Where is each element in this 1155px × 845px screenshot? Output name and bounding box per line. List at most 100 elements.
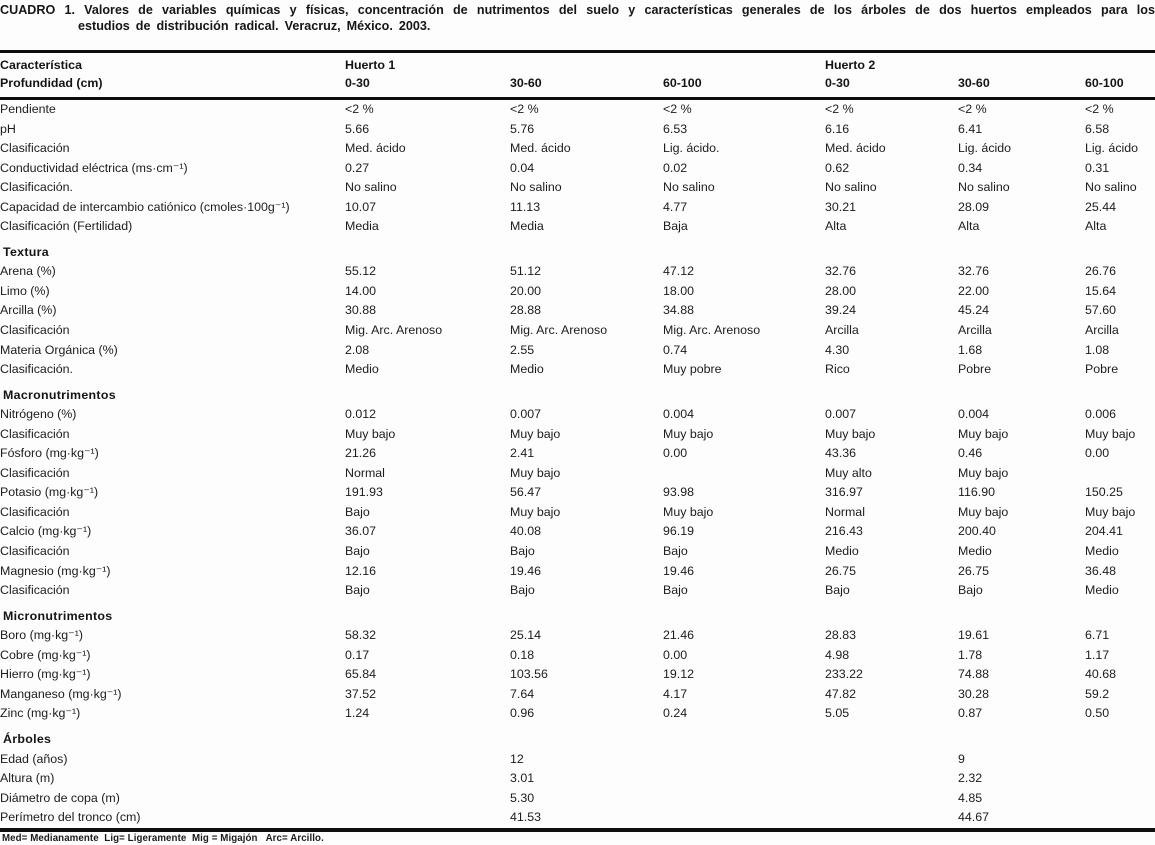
cell-value: Muy bajo <box>958 504 1009 519</box>
cell-value: 5.66 <box>345 121 370 136</box>
cell-value: 216.43 <box>825 524 863 539</box>
section-row: Micronutrimentos <box>0 601 1155 627</box>
cell-value: 103.56 <box>510 667 548 682</box>
cell-value: Bajo <box>345 504 370 519</box>
cell-value: No salino <box>510 180 562 195</box>
cell-value: 2.41 <box>510 446 535 461</box>
row-label: Clasificación. <box>0 362 73 377</box>
table-row: Arcilla (%) 30.88 28.88 34.88 39.24 45.24 57.6… <box>0 301 1155 321</box>
table-row: Diámetro de copa (m) 5.30 4.85 <box>0 789 1155 809</box>
cell-value: 44.67 <box>958 810 990 825</box>
cell-value: Arcilla <box>958 323 992 338</box>
table-row: Clasificación. Medio Medio Muy pobre Rico Pob… <box>0 360 1155 380</box>
cell-value: Alta <box>1085 219 1107 234</box>
header-row-groups: Característica Huerto 1 Huerto 2 <box>0 52 1155 77</box>
table-row: Pendiente <2 % <2 % <2 % <2 % <2 % <2 % <box>0 99 1155 120</box>
cell-value <box>825 789 958 809</box>
table-row: Arena (%) 55.12 51.12 47.12 32.76 32.76 26.76 <box>0 262 1155 282</box>
cell-value: 30.21 <box>825 199 857 214</box>
table-body: Pendiente <2 % <2 % <2 % <2 % <2 % <2 % pH 5.66 5… <box>0 99 1155 830</box>
cell-value: 19.46 <box>510 563 542 578</box>
cell-value: 5.76 <box>510 121 535 136</box>
cell-value: 5.30 <box>510 790 535 805</box>
cell-value: 28.83 <box>825 628 857 643</box>
table-row: Clasificación Mig. Arc. Arenoso Mig. Arc. … <box>0 321 1155 341</box>
cell-value: 36.07 <box>345 524 377 539</box>
cell-value: 0.31 <box>1085 160 1110 175</box>
cell-value: Medio <box>958 544 992 559</box>
cell-value: 0.34 <box>958 160 983 175</box>
header-depth-30-60-h1: 30-60 <box>510 76 542 90</box>
row-label: Pendiente <box>0 102 56 116</box>
cell-value: Bajo <box>345 583 370 598</box>
cell-value: 1.08 <box>1085 342 1110 357</box>
cell-value: 0.00 <box>1085 446 1110 461</box>
row-label: Conductividad eléctrica (ms·cm⁻¹) <box>0 160 188 175</box>
table-row: Clasificación Bajo Muy bajo Muy bajo Normal M… <box>0 503 1155 523</box>
cell-value <box>1085 464 1155 484</box>
section-header: Macronutrimentos <box>3 387 116 402</box>
cell-value: 3.01 <box>510 771 535 786</box>
table-row: Magnesio (mg·kg⁻¹) 12.16 19.46 19.46 26.75 26… <box>0 562 1155 582</box>
cell-value: 14.00 <box>345 283 377 298</box>
cell-value: 4.17 <box>663 686 688 701</box>
cell-value: Bajo <box>825 583 850 598</box>
cell-value: 96.19 <box>663 524 695 539</box>
cell-value: 26.75 <box>958 563 990 578</box>
cell-value: Muy bajo <box>958 465 1009 480</box>
table-row: Limo (%) 14.00 20.00 18.00 28.00 22.00 15.64 <box>0 282 1155 302</box>
cell-value: Baja <box>663 219 688 234</box>
table-row: Zinc (mg·kg⁻¹) 1.24 0.96 0.24 5.05 0.87 0.50 <box>0 704 1155 724</box>
cell-value: Muy bajo <box>663 504 714 519</box>
cell-value: 15.64 <box>1085 283 1117 298</box>
row-label: Nitrógeno (%) <box>0 407 77 422</box>
cell-value: 65.84 <box>345 667 377 682</box>
header-huerto-1: Huerto 1 <box>345 57 396 72</box>
cell-value: 1.78 <box>958 647 983 662</box>
cell-value: Muy alto <box>825 465 872 480</box>
cell-value <box>1085 789 1155 809</box>
row-label: Clasificación <box>0 544 70 559</box>
cell-value: Media <box>345 219 379 234</box>
row-label: Zinc (mg·kg⁻¹) <box>0 706 81 721</box>
table-row: Altura (m) 3.01 2.32 <box>0 769 1155 789</box>
cell-value: Rico <box>825 362 850 377</box>
cell-value: 19.12 <box>663 667 695 682</box>
section-row: Macronutrimentos <box>0 380 1155 406</box>
cell-value: <2 % <box>345 102 374 116</box>
cell-value: <2 % <box>825 102 854 116</box>
cell-value: 40.08 <box>510 524 542 539</box>
row-label: Clasificación. <box>0 180 73 195</box>
cell-value: 11.13 <box>510 199 541 214</box>
header-depth-0-30-h1: 0-30 <box>345 76 370 90</box>
cell-value: 0.00 <box>663 446 688 461</box>
table-row: Conductividad eléctrica (ms·cm⁻¹) 0.27 0.0… <box>0 159 1155 179</box>
cell-value: 4.77 <box>663 199 688 214</box>
cell-value: 150.25 <box>1085 485 1123 500</box>
cell-value: Normal <box>825 504 865 519</box>
cell-value: Bajo <box>510 544 535 559</box>
cell-value: 4.30 <box>825 342 850 357</box>
cell-value: 0.50 <box>1085 706 1110 721</box>
cell-value: Medio <box>510 362 544 377</box>
cell-value: 59.2 <box>1085 686 1110 701</box>
header-depth-60-100-h1: 60-100 <box>663 76 702 90</box>
row-label: Clasificación <box>0 323 70 338</box>
cell-value: No salino <box>345 180 397 195</box>
cell-value: 19.46 <box>663 563 695 578</box>
cell-value: 0.46 <box>958 446 983 461</box>
table-row: Fósforo (mg·kg⁻¹) 21.26 2.41 0.00 43.36 0.46 0… <box>0 444 1155 464</box>
cell-value: Alta <box>825 219 847 234</box>
cell-value: 1.17 <box>1085 647 1110 662</box>
cell-value <box>345 808 510 830</box>
cell-value: 28.00 <box>825 283 857 298</box>
cell-value: 7.64 <box>510 686 535 701</box>
section-header: Textura <box>3 244 49 259</box>
cell-value <box>345 789 510 809</box>
table-row: Potasio (mg·kg⁻¹) 191.93 56.47 93.98 316.97 1… <box>0 483 1155 503</box>
header-depth-label: Profundidad (cm) <box>0 76 103 90</box>
cell-value: 22.00 <box>958 283 990 298</box>
cell-value: Bajo <box>663 583 688 598</box>
cell-value: 39.24 <box>825 303 857 318</box>
